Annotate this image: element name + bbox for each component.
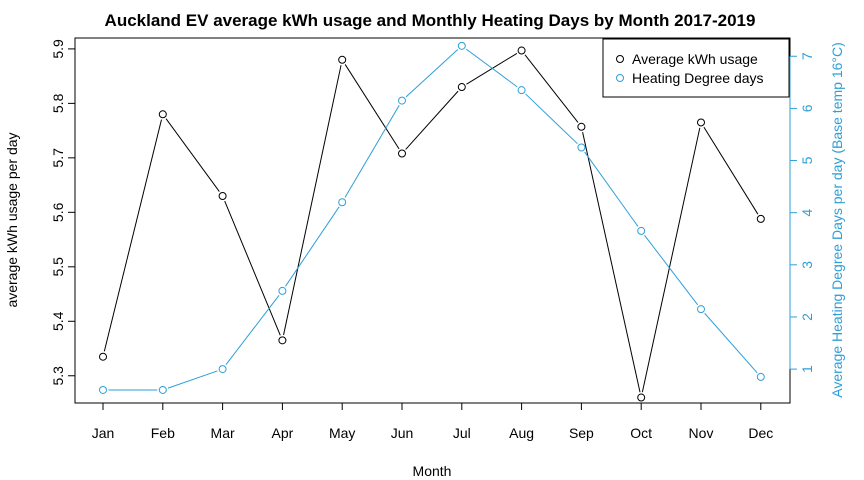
series-segment-kwh: [103, 119, 162, 352]
series-point-hdd: [398, 96, 406, 105]
series-point-kwh: [457, 83, 466, 92]
series-segment-hdd: [167, 370, 218, 389]
series-segment-kwh: [466, 52, 518, 85]
series-point-hdd: [99, 385, 107, 394]
y-right-tick-label: 3: [799, 261, 815, 269]
series-point-hdd: [457, 41, 466, 50]
series-segment-kwh: [582, 132, 641, 393]
legend-box: [602, 38, 790, 98]
series-segment-hdd: [225, 294, 280, 366]
series-layer: [99, 41, 765, 402]
legend: Average kWh usage Heating Degree days: [602, 38, 790, 98]
series-point-hdd: [278, 286, 287, 295]
series-point-kwh: [338, 55, 347, 64]
series-point-kwh: [398, 149, 406, 158]
y-right-tick-label: 2: [799, 313, 815, 321]
y-left-tick-label: 5.3: [50, 366, 66, 386]
series-point-hdd: [517, 86, 526, 95]
series-point-kwh: [697, 118, 705, 127]
y-axis-left: 5.3 5.4 5.5 5.6 5.7 5.8 5.9: [50, 39, 76, 386]
y-left-tick-label: 5.4: [50, 311, 66, 331]
x-tick-label: Feb: [151, 425, 175, 441]
series-segment-kwh: [344, 64, 400, 150]
x-tick-label: Oct: [630, 425, 652, 441]
y-left-tick-label: 5.5: [50, 257, 66, 277]
y-right-tick-label: 7: [799, 52, 815, 60]
y-left-tick-label: 5.6: [50, 202, 66, 222]
series-segment-kwh: [283, 65, 342, 336]
x-tick-label: Sep: [569, 425, 594, 441]
series-point-kwh: [99, 352, 107, 361]
legend-label-hdd: Heating Degree days: [632, 70, 764, 86]
series-segment-hdd: [644, 234, 699, 306]
series-point-hdd: [637, 226, 646, 235]
series-point-kwh: [517, 46, 526, 55]
chart-title: Auckland EV average kWh usage and Monthl…: [105, 11, 756, 30]
series-point-kwh: [158, 110, 167, 119]
series-point-kwh: [756, 214, 765, 223]
series-segment-hdd: [704, 312, 758, 374]
y-left-tick-label: 5.9: [50, 39, 66, 59]
series-point-hdd: [218, 365, 227, 374]
x-tick-label: Dec: [748, 425, 773, 441]
x-tick-label: Aug: [509, 425, 534, 441]
legend-marker-kwh: [616, 55, 624, 63]
legend-marker-hdd: [616, 74, 624, 82]
y-right-tick-label: 5: [799, 156, 815, 164]
x-tick-label: Nov: [689, 425, 714, 441]
series-segment-kwh: [524, 54, 579, 123]
x-tick-label: Jan: [92, 425, 115, 441]
series-segment-kwh: [165, 118, 220, 192]
series-segment-hdd: [465, 48, 518, 88]
series-segment-kwh: [224, 200, 281, 336]
x-tick-label: Jul: [453, 425, 471, 441]
y-axis-right: 1 2 3 4 5 6 7: [789, 52, 815, 373]
y-axis-right-label: Average Heating Degree Days per day (Bas…: [829, 42, 845, 398]
series-segment-hdd: [584, 151, 639, 227]
y-right-tick-label: 1: [799, 365, 815, 373]
x-tick-label: May: [329, 425, 355, 441]
y-left-tick-label: 5.7: [50, 148, 66, 168]
series-point-kwh: [278, 336, 287, 345]
y-right-tick-label: 6: [799, 104, 815, 112]
x-tick-label: Mar: [211, 425, 235, 441]
y-right-tick-label: 4: [799, 209, 815, 217]
series-segment-kwh: [405, 90, 459, 150]
series-segment-hdd: [285, 206, 340, 287]
series-point-hdd: [756, 372, 765, 381]
x-tick-label: Jun: [391, 425, 414, 441]
series-segment-kwh: [641, 127, 701, 393]
series-point-hdd: [338, 198, 347, 207]
x-axis: Jan Feb Mar Apr May Jun Jul Aug Sep Oct Nov Dec: [92, 402, 773, 441]
series-segment-kwh: [703, 126, 759, 215]
series-segment-hdd: [344, 105, 400, 198]
series-point-hdd: [697, 305, 705, 314]
series-segment-hdd: [525, 93, 578, 145]
series-segment-hdd: [405, 49, 459, 98]
x-tick-label: Apr: [272, 425, 294, 441]
series-point-kwh: [218, 191, 227, 200]
series-point-hdd: [158, 385, 167, 394]
series-point-kwh: [637, 393, 646, 402]
x-axis-label: Month: [413, 463, 452, 479]
y-left-tick-label: 5.8: [50, 93, 66, 113]
legend-label-kwh: Average kWh usage: [632, 51, 758, 67]
series-point-hdd: [577, 143, 586, 152]
y-axis-left-label: average kWh usage per day: [4, 132, 20, 307]
series-point-kwh: [577, 122, 586, 131]
